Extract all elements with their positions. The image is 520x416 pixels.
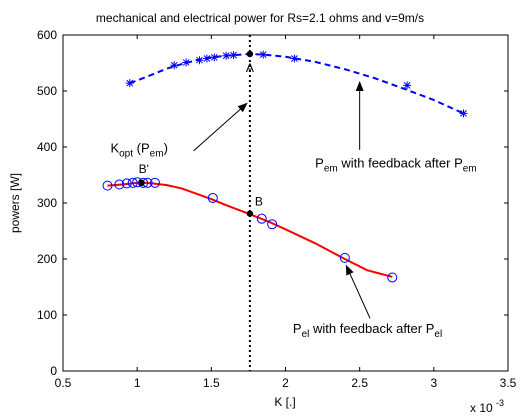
y-tick-label: 0 <box>50 364 57 378</box>
y-tick-label: 100 <box>37 308 57 322</box>
series-marker-pem <box>229 51 238 60</box>
series-marker-pel <box>121 178 132 189</box>
annotation-kopt-part: K <box>110 141 119 156</box>
series-marker-pem <box>202 54 211 63</box>
annotation-kopt-part: ) <box>164 141 168 156</box>
point-marker-1 <box>246 210 254 217</box>
x-axis-label: K [.] <box>274 395 295 409</box>
plot-frame <box>62 34 509 372</box>
annotation-pel_label-part: P <box>293 321 302 336</box>
series-marker-pem <box>125 79 134 88</box>
y-tick-label: 600 <box>37 28 57 42</box>
series-marker-pel <box>127 177 138 188</box>
x-tick-label: 2 <box>282 376 289 390</box>
series-marker-pem <box>290 54 299 63</box>
series-marker-pel <box>387 272 398 283</box>
series-marker-pem <box>222 51 231 60</box>
point-label-0: A <box>246 61 254 75</box>
chart-title: mechanical and electrical power for Rs=2… <box>96 11 424 25</box>
annotation-arrow-pel_label <box>345 264 371 319</box>
series-marker-pem <box>403 81 412 90</box>
y-axis-label: powers [W] <box>8 173 22 233</box>
series-marker-pel <box>207 192 218 203</box>
annotation-kopt-part: opt <box>119 149 133 160</box>
point-marker-2 <box>138 179 145 187</box>
series-marker-pel <box>256 213 267 224</box>
series-marker-pem <box>210 53 219 62</box>
annotation-pel_label: Pel with feedback after Pel <box>293 321 442 340</box>
series-marker-pem <box>259 50 268 59</box>
x-tick-label: 1 <box>134 376 141 390</box>
series-marker-pem <box>195 56 204 65</box>
point-label-2: B' <box>139 162 149 176</box>
annotation-pem_label: Pem with feedback after Pem <box>315 156 477 175</box>
x-tick-label: 1.5 <box>203 376 220 390</box>
annotation-kopt-part: em <box>150 149 164 160</box>
annotation-arrow-kopt <box>193 102 248 152</box>
annotation-kopt-part: (P <box>133 141 150 156</box>
point-label-1: B <box>255 195 263 209</box>
series-marker-pel <box>149 177 160 188</box>
series-marker-pel <box>267 219 278 230</box>
annotation-pem_label-part: with feedback after P <box>338 156 463 171</box>
x-tick-label: 0.5 <box>55 376 72 390</box>
annotation-pem_label-part: em <box>463 164 477 175</box>
x-axis-multiplier-base: x 10 <box>470 401 493 415</box>
x-tick-label: 2.5 <box>351 376 368 390</box>
annotation-pel_label-part: el <box>302 329 310 340</box>
series-marker-pel <box>339 252 350 263</box>
y-tick-label: 300 <box>37 196 57 210</box>
y-tick-label: 200 <box>37 252 57 266</box>
series-marker-pem <box>182 58 191 67</box>
annotation-pem_label-part: P <box>315 156 324 171</box>
point-marker-0 <box>246 50 254 58</box>
series-marker-pel <box>102 180 113 191</box>
annotation-kopt: Kopt (Pem) <box>110 141 167 160</box>
y-tick-label: 400 <box>37 140 57 154</box>
annotation-pel_label-part: el <box>434 329 442 340</box>
x-axis-multiplier: x 10 -3 <box>470 398 504 415</box>
x-tick-label: 3.5 <box>500 376 517 390</box>
x-axis-multiplier-exponent: -3 <box>496 398 504 408</box>
plot-area <box>63 35 508 371</box>
series-marker-pem <box>459 109 468 118</box>
series-marker-pem <box>170 61 179 70</box>
x-tick-label: 3 <box>430 376 437 390</box>
annotation-pel_label-part: with feedback after P <box>309 321 434 336</box>
y-tick-label: 500 <box>37 84 57 98</box>
annotation-pem_label-part: em <box>324 164 338 175</box>
series-marker-pel <box>114 179 125 190</box>
